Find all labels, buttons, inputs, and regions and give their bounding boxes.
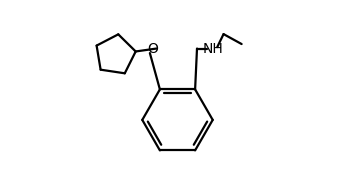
Text: O: O	[148, 41, 159, 56]
Text: NH: NH	[202, 41, 223, 56]
